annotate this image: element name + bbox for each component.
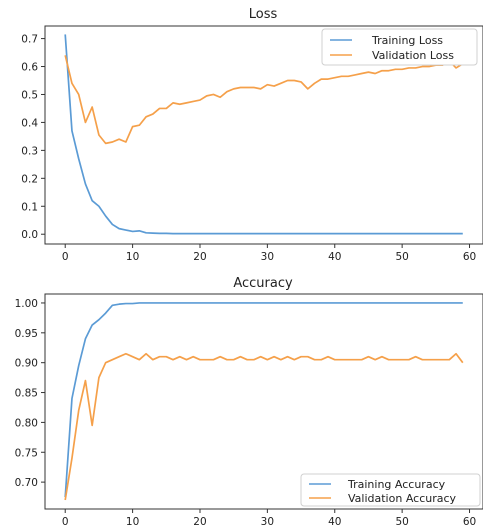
accuracy-x-tick-label: 40 bbox=[328, 516, 341, 528]
loss-plot-frame bbox=[44, 25, 483, 245]
accuracy-series-line-validation bbox=[64, 352, 464, 501]
loss-x-tick-label: 50 bbox=[395, 251, 408, 263]
loss-plot-marks: 0 10 20 30 40 50 60 0.0 0.1 0.2 0.3 0.4 0.5 0.6 0.7 bbox=[21, 34, 476, 263]
loss-y-tick-label: 0.5 bbox=[21, 89, 38, 101]
loss-series-line-validation bbox=[64, 55, 464, 145]
loss-y-tick-label: 0.3 bbox=[21, 145, 38, 157]
loss-x-tick-label: 60 bbox=[463, 251, 476, 263]
accuracy-legend-label-validation: Validation Accuracy bbox=[348, 492, 457, 505]
accuracy-x-tick-label: 20 bbox=[193, 516, 206, 528]
loss-legend-label-validation: Validation Loss bbox=[372, 49, 454, 62]
accuracy-x-tick-label: 30 bbox=[261, 516, 274, 528]
accuracy-x-tick-label: 60 bbox=[463, 516, 476, 528]
accuracy-y-tick-label: 0.85 bbox=[15, 388, 38, 400]
loss-y-tick-label: 0.7 bbox=[21, 34, 38, 46]
loss-chart: Loss 0 10 20 30 40 50 600.00.10.20.30.40.50.60… bbox=[21, 7, 483, 263]
accuracy-y-tick-label: 1.00 bbox=[15, 298, 38, 310]
loss-y-tick-label: 0.4 bbox=[21, 117, 38, 129]
loss-legend-label-training: Training Loss bbox=[371, 34, 443, 47]
accuracy-legend-label-training: Training Accuracy bbox=[347, 478, 446, 491]
loss-legend-box bbox=[321, 28, 478, 66]
loss-x-tick-label: 40 bbox=[328, 251, 341, 263]
accuracy-plot-frame bbox=[44, 293, 483, 510]
accuracy-y-tick-label: 0.80 bbox=[15, 417, 38, 429]
loss-y-tick-label: 0.6 bbox=[21, 62, 38, 74]
loss-legend: Training Loss Validation Loss bbox=[321, 28, 478, 66]
loss-x-tick-label: 0 bbox=[62, 251, 69, 263]
accuracy-y-tick-label: 0.90 bbox=[15, 358, 38, 370]
accuracy-series-line-training bbox=[64, 302, 463, 498]
accuracy-y-tick-label: 0.70 bbox=[15, 477, 38, 489]
accuracy-chart: Accuracy 0 10 20 30 40 50 60 0.70 0.75 0.80 0.85 0.… bbox=[15, 276, 483, 528]
accuracy-x-tick-label: 50 bbox=[395, 516, 408, 528]
loss-x-tick-label: 10 bbox=[126, 251, 139, 263]
accuracy-x-tick-label: 10 bbox=[126, 516, 139, 528]
loss-y-tick-label: 0.1 bbox=[21, 201, 38, 213]
loss-series-line-training bbox=[64, 34, 463, 235]
accuracy-chart-title: Accuracy bbox=[233, 276, 293, 291]
loss-x-tick-label: 20 bbox=[193, 251, 206, 263]
accuracy-plot-marks: 0 10 20 30 40 50 60 0.70 0.75 0.80 0.85 0.90 0.95 1.0… bbox=[15, 298, 477, 528]
accuracy-y-tick-label: 0.75 bbox=[15, 447, 38, 459]
accuracy-y-tick-label: 0.95 bbox=[15, 328, 38, 340]
loss-chart-title: Loss bbox=[249, 7, 278, 22]
accuracy-legend: Training Accuracy Validation Accuracy bbox=[300, 473, 481, 507]
accuracy-legend-box bbox=[300, 473, 481, 507]
loss-y-tick-label: 0.2 bbox=[21, 173, 38, 185]
loss-x-tick-label: 30 bbox=[261, 251, 274, 263]
loss-y-tick-label: 0.0 bbox=[21, 229, 38, 241]
accuracy-x-tick-label: 0 bbox=[62, 516, 69, 528]
